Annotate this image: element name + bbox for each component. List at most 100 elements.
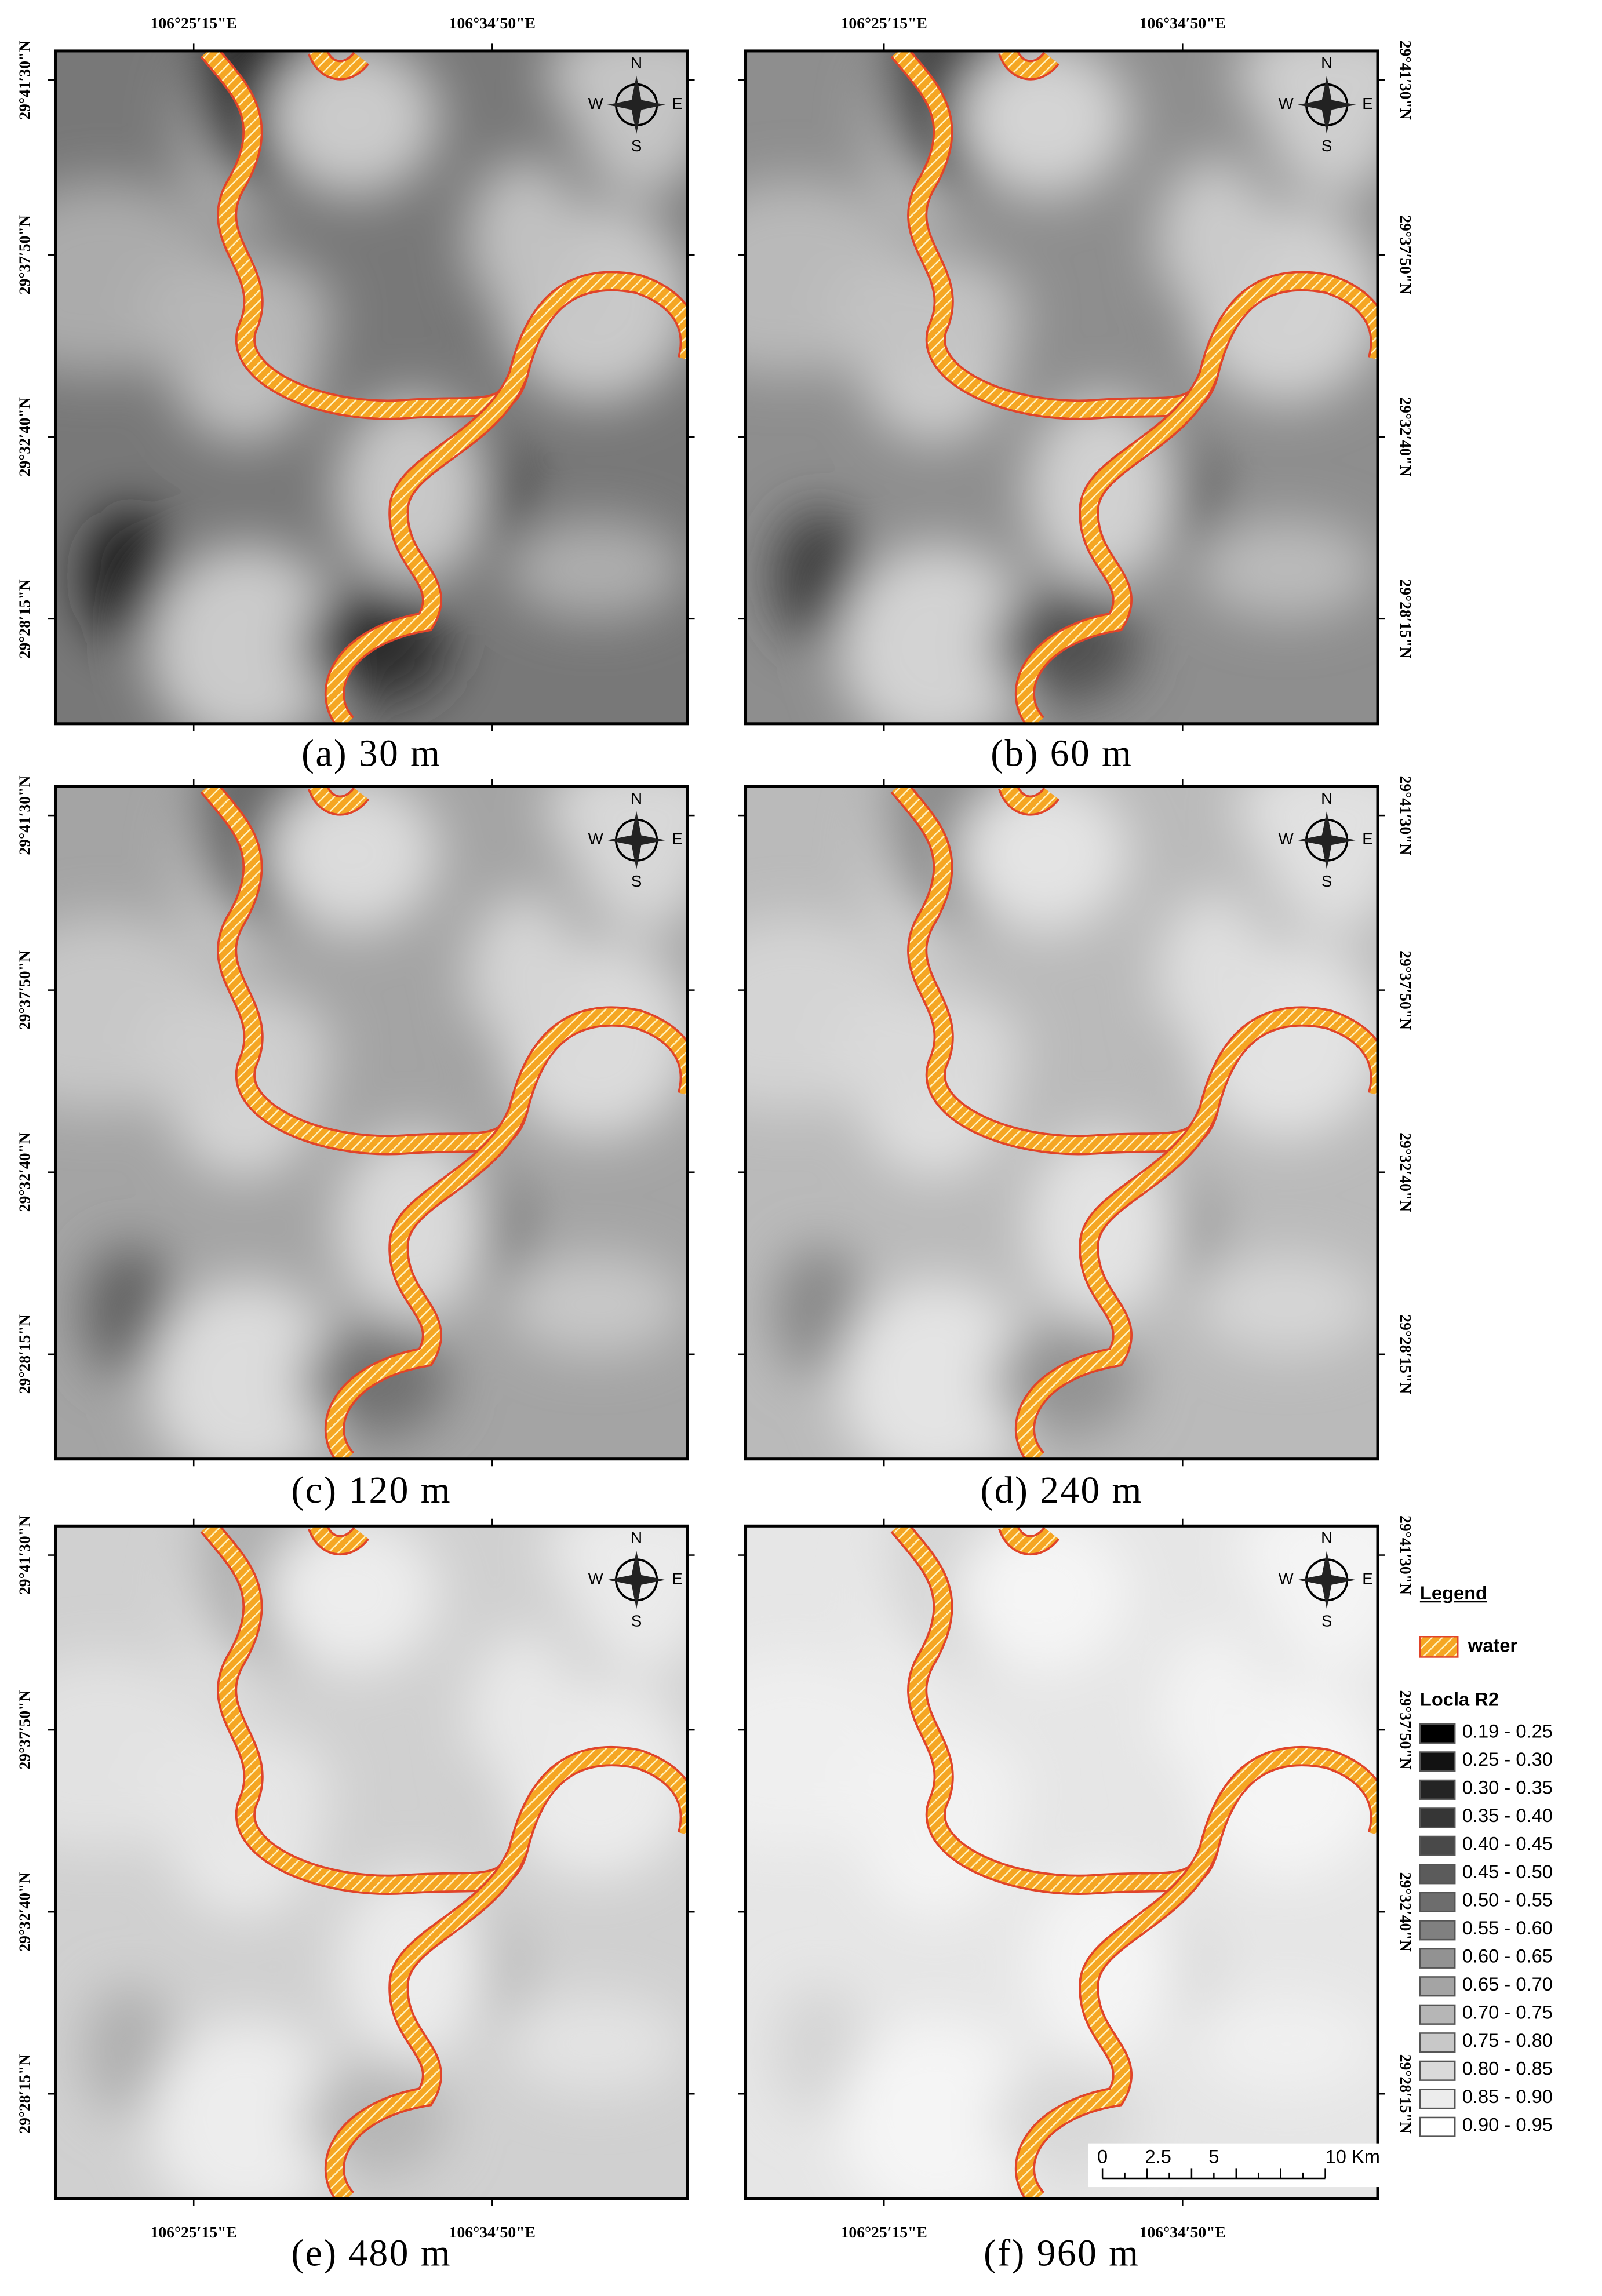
- latitude-label: 29°41′30"N: [16, 1515, 34, 1595]
- r2-blob: [957, 50, 1130, 195]
- longitude-label: 106°34′50"E: [1139, 2223, 1226, 2241]
- river: [326, 371, 526, 724]
- legend-class-label: 0.40 - 0.45: [1462, 1833, 1553, 1854]
- r2-surface: [745, 50, 1378, 724]
- r2-blob: [957, 786, 1130, 931]
- compass: N S E W: [1279, 1529, 1373, 1630]
- compass-n: N: [631, 1529, 642, 1547]
- legend-class-label: 0.65 - 0.70: [1462, 1973, 1553, 1995]
- r2-blob: [467, 1633, 584, 1794]
- panel-caption: (c) 120 m: [291, 1470, 452, 1511]
- legend: Legend water Locla R2 0.19 - 0.25 0.25 - 0.3…: [1419, 1582, 1553, 2137]
- compass-n: N: [1321, 54, 1332, 72]
- river: [310, 50, 368, 78]
- latitude-label: 29°28′15"N: [16, 579, 34, 658]
- r2-blob: [83, 509, 176, 643]
- panel-frame: [744, 785, 1379, 1461]
- latitude-label: 29°32′40"N: [1397, 1132, 1415, 1212]
- compass-n: N: [631, 54, 642, 72]
- panel-frame: [53, 785, 689, 1461]
- r2-blob: [831, 252, 1024, 377]
- map-content: [745, 1526, 1378, 2199]
- compass-w: W: [588, 830, 603, 848]
- river: [326, 1106, 526, 1459]
- scale-label: 5: [1208, 2145, 1219, 2167]
- compass-e: E: [672, 94, 682, 112]
- latitude-label: 29°41′30"N: [16, 776, 34, 855]
- panel-caption: (a) 30 m: [301, 733, 441, 775]
- latitude-label: 29°41′30"N: [1397, 41, 1415, 120]
- longitude-label: 106°25′15"E: [841, 14, 927, 32]
- longitude-label: 106°25′15"E: [151, 2223, 237, 2241]
- latitude-label: 29°37′50"N: [16, 1690, 34, 1770]
- r2-blob: [773, 509, 867, 643]
- r2-blob: [773, 1984, 867, 2118]
- scale-label: 2.5: [1145, 2145, 1171, 2167]
- legend-water-label: water: [1468, 1634, 1518, 1656]
- legend-swatch: [1419, 1892, 1456, 1912]
- legend-swatch: [1419, 1807, 1456, 1828]
- compass-star: [607, 1551, 666, 1609]
- legend-swatch: [1419, 1976, 1456, 1997]
- legend-class-label: 0.30 - 0.35: [1462, 1777, 1553, 1798]
- legend-swatch: [1419, 1835, 1456, 1856]
- river: [202, 50, 688, 418]
- legend-r2-title: Locla R2: [1420, 1688, 1499, 1710]
- latitude-label: 29°37′50"N: [16, 950, 34, 1030]
- panel-frame: [53, 1524, 689, 2200]
- r2-blob: [147, 544, 347, 724]
- legend-title: Legend: [1420, 1582, 1487, 1603]
- river: [310, 786, 368, 814]
- longitude-label: 106°34′50"E: [449, 2223, 536, 2241]
- r2-blob: [140, 987, 333, 1112]
- river: [1000, 786, 1058, 814]
- compass-e: E: [672, 1570, 682, 1588]
- map-panel: N S E W: [48, 43, 695, 731]
- r2-blob: [1157, 893, 1275, 1054]
- r2-blob: [838, 1279, 1037, 1459]
- legend-swatch: [1419, 1779, 1456, 1800]
- map-content: [55, 50, 688, 724]
- panel-caption: (b) 60 m: [991, 733, 1133, 775]
- r2-blob: [831, 1727, 1024, 1852]
- compass-w: W: [588, 94, 603, 112]
- legend-swatch: [1419, 1920, 1456, 1941]
- latitude-label: 29°32′40"N: [1397, 397, 1415, 476]
- compass-s: S: [631, 1612, 642, 1630]
- legend-swatch: [1419, 1948, 1456, 1969]
- compass-w: W: [588, 1570, 603, 1588]
- legend-swatch: [1419, 2116, 1456, 2137]
- river: [1017, 371, 1217, 724]
- r2-blob: [267, 786, 440, 931]
- scale-label: 10 Km: [1326, 2145, 1380, 2167]
- longitude-label: 106°34′50"E: [449, 14, 536, 32]
- r2-blob: [506, 519, 686, 619]
- latitude-label: 29°41′30"N: [16, 41, 34, 120]
- legend-class-label: 0.45 - 0.50: [1462, 1861, 1553, 1882]
- map-panel: N S E W: [738, 779, 1385, 1467]
- map-panel: N S E W: [738, 43, 1385, 731]
- legend-class-label: 0.35 - 0.40: [1462, 1805, 1553, 1826]
- r2-blob: [1196, 1254, 1377, 1355]
- compass-s: S: [1321, 1612, 1332, 1630]
- legend-water-swatch: [1419, 1636, 1459, 1658]
- river: [1000, 50, 1058, 78]
- r2-blob: [838, 2019, 1037, 2199]
- river: [1017, 1106, 1217, 1459]
- longitude-label: 106°34′50"E: [1139, 14, 1226, 32]
- legend-swatch: [1419, 2060, 1456, 2081]
- legend-class-label: 0.25 - 0.30: [1462, 1748, 1553, 1770]
- map-content: [55, 786, 688, 1459]
- r2-blob: [1196, 519, 1377, 619]
- r2-blob: [1157, 158, 1275, 319]
- compass-star: [1297, 811, 1356, 870]
- legend-swatch: [1419, 1723, 1456, 1744]
- compass: N S E W: [1279, 54, 1373, 155]
- river: [1000, 1526, 1058, 1554]
- latitude-label: 29°37′50"N: [1397, 950, 1415, 1030]
- compass-n: N: [631, 789, 642, 807]
- latitude-label: 29°32′40"N: [1397, 1872, 1415, 1952]
- scale-label: 0: [1097, 2145, 1108, 2167]
- r2-blob: [467, 893, 584, 1054]
